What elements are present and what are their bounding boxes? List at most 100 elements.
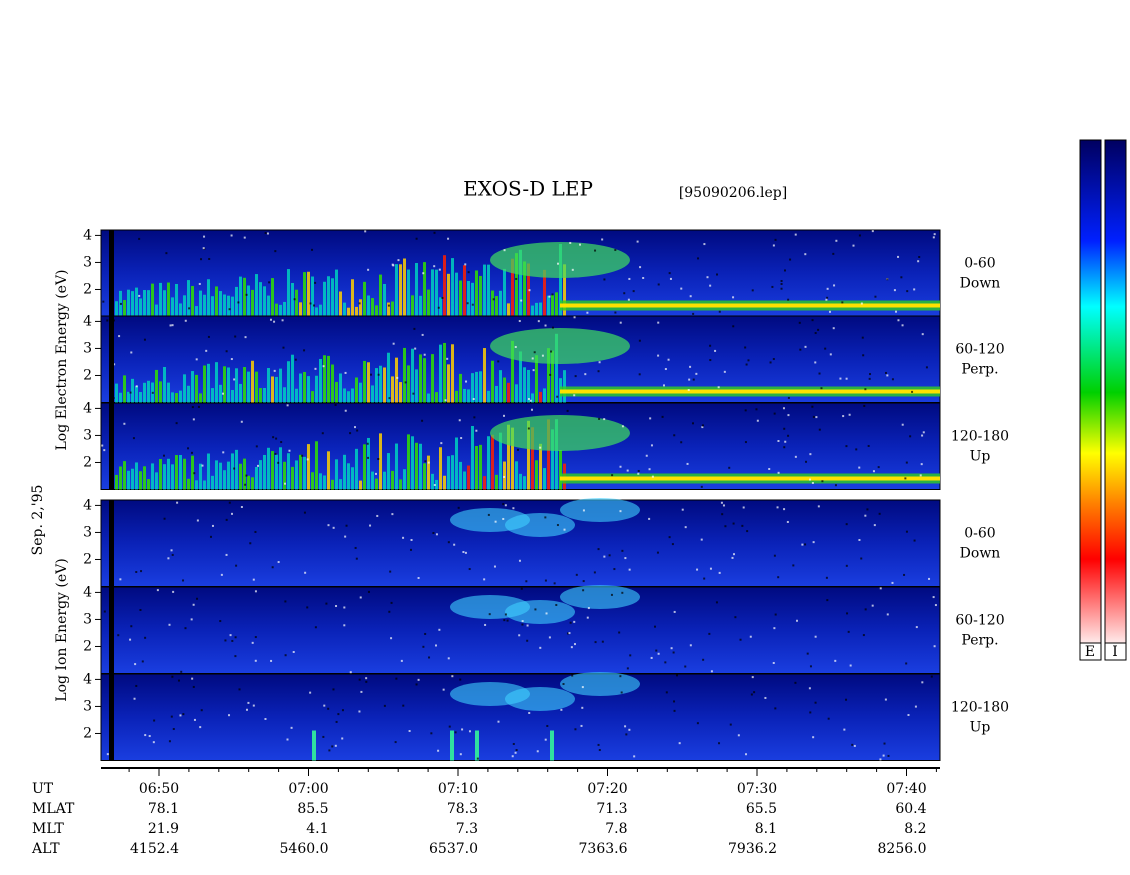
noise — [222, 451, 225, 454]
noise — [119, 302, 122, 305]
spectrogram-feature — [483, 348, 486, 403]
noise — [408, 730, 411, 733]
noise — [739, 638, 742, 641]
noise — [548, 295, 551, 298]
noise — [610, 593, 613, 596]
noise — [504, 613, 507, 616]
spectrogram-feature — [539, 443, 542, 490]
spectrogram-feature — [560, 476, 940, 481]
y-tick-label: 3 — [83, 340, 92, 356]
noise — [526, 624, 529, 627]
spectrogram-feature — [315, 375, 318, 403]
noise — [309, 302, 312, 305]
noise — [873, 524, 876, 527]
colorbar-label: E — [1085, 644, 1095, 660]
noise — [349, 671, 352, 674]
noise — [193, 472, 196, 475]
noise — [848, 413, 851, 416]
noise — [447, 657, 450, 660]
spectrogram-feature — [555, 333, 558, 403]
noise — [731, 556, 734, 559]
noise — [703, 577, 706, 580]
spectrogram-feature — [491, 290, 494, 317]
noise — [826, 296, 829, 299]
noise — [691, 422, 694, 425]
spectrogram-feature — [299, 373, 302, 403]
spectrogram-feature — [375, 478, 378, 490]
noise — [868, 377, 871, 380]
noise — [846, 612, 849, 615]
noise — [608, 554, 611, 557]
orbit-value: 7.3 — [456, 821, 478, 837]
spectrogram-feature — [163, 290, 166, 317]
ion-axis-label: Log Ion Energy (eV) — [54, 558, 70, 701]
spectrogram-feature — [391, 376, 394, 403]
noise — [153, 719, 156, 722]
spectrogram-feature — [403, 258, 406, 317]
spectrogram-feature — [505, 513, 575, 537]
noise — [544, 516, 547, 519]
spectrogram-feature — [263, 454, 266, 490]
noise — [667, 358, 670, 361]
noise — [270, 659, 273, 662]
spectrogram-feature — [551, 429, 554, 490]
noise — [254, 659, 257, 662]
y-tick-label: 2 — [83, 367, 92, 383]
spectrogram-feature — [271, 451, 274, 490]
noise — [702, 658, 705, 661]
spectrogram-feature — [543, 269, 546, 317]
noise — [657, 354, 660, 357]
noise — [286, 404, 289, 407]
noise — [254, 530, 257, 533]
noise — [503, 249, 506, 252]
noise — [182, 713, 185, 716]
noise — [664, 368, 667, 371]
noise — [858, 539, 861, 542]
noise — [433, 265, 436, 268]
noise — [415, 237, 418, 240]
noise — [587, 607, 590, 610]
spectrogram-feature — [247, 475, 250, 490]
noise — [473, 416, 476, 419]
noise — [673, 610, 676, 613]
noise — [438, 268, 441, 271]
noise — [673, 700, 676, 703]
noise — [192, 603, 195, 606]
noise — [573, 620, 576, 623]
noise — [203, 235, 206, 238]
spectrogram-feature — [563, 370, 566, 403]
noise — [290, 726, 293, 729]
spectrogram-feature — [275, 303, 278, 317]
spectrogram-feature — [151, 463, 154, 490]
spectrogram-feature — [383, 284, 386, 317]
spectrogram-feature — [503, 268, 506, 317]
spectrogram-feature — [505, 687, 575, 711]
noise — [568, 632, 571, 635]
noise — [539, 646, 542, 649]
noise — [184, 627, 187, 630]
spectrogram-feature — [331, 364, 334, 403]
spectrogram-feature — [447, 364, 450, 403]
spectrogram-feature — [475, 371, 478, 403]
spectrogram-feature — [407, 434, 410, 490]
noise — [459, 753, 462, 756]
noise — [196, 519, 199, 522]
noise — [571, 674, 574, 677]
spectrogram-feature — [427, 455, 430, 490]
spectrogram-feature — [251, 360, 254, 403]
noise — [794, 681, 797, 684]
spectrogram-feature — [255, 274, 258, 317]
pitch-label: 60-120 — [955, 612, 1004, 628]
y-tick-label: 3 — [83, 254, 92, 270]
noise — [897, 319, 900, 322]
noise — [544, 324, 547, 327]
noise — [364, 230, 367, 233]
spectrogram-feature — [475, 270, 478, 317]
noise — [208, 257, 211, 260]
noise — [516, 448, 519, 451]
noise — [546, 724, 549, 727]
noise — [220, 573, 223, 576]
spectrogram-feature — [311, 472, 314, 490]
noise — [344, 409, 347, 412]
spectrogram-feature — [463, 388, 466, 403]
